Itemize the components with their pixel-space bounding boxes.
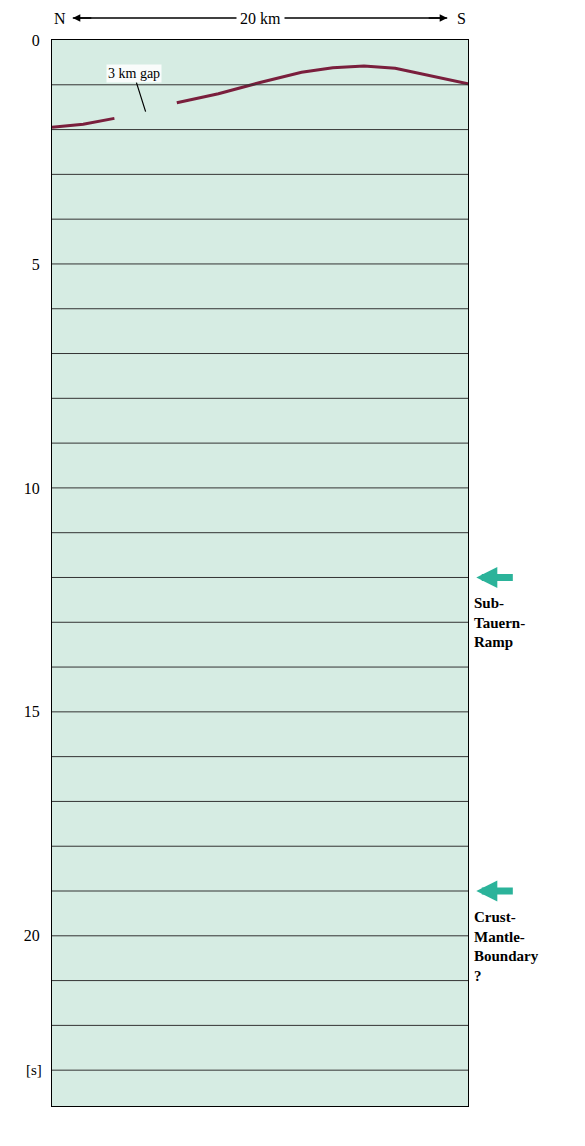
svg-text:N: N <box>54 10 66 27</box>
svg-text:[s]: [s] <box>26 1062 42 1078</box>
svg-text:20: 20 <box>24 927 40 944</box>
svg-text:0: 0 <box>32 32 40 49</box>
svg-text:20 km: 20 km <box>240 10 281 27</box>
svg-text:10: 10 <box>24 480 40 497</box>
svg-text:S: S <box>457 10 466 27</box>
svg-text:3 km gap: 3 km gap <box>108 66 160 81</box>
svg-text:5: 5 <box>32 256 40 273</box>
svg-text:15: 15 <box>24 703 40 720</box>
svg-text:Sub-Tauern-Ramp: Sub-Tauern-Ramp <box>474 595 525 650</box>
svg-text:Crust-Mantle-Boundary?: Crust-Mantle-Boundary? <box>474 909 539 984</box>
